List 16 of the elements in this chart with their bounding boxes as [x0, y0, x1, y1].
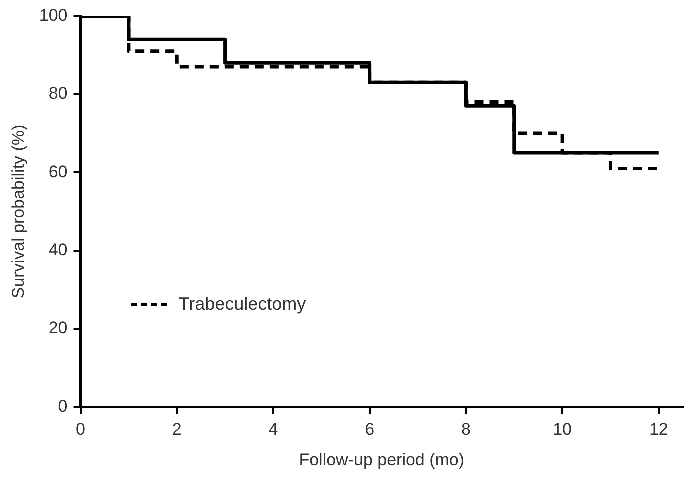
x-tick-label: 6	[365, 420, 375, 440]
x-tick-label: 8	[461, 420, 471, 440]
x-axis-title: Follow-up period (mo)	[299, 450, 465, 470]
legend-label: Trabeculectomy	[178, 294, 306, 315]
y-tick-label: 100	[39, 6, 68, 25]
x-tick-label: 0	[76, 420, 86, 440]
y-axis-title: Survival probability (%)	[8, 124, 28, 299]
y-tick-label: 20	[48, 318, 68, 338]
x-tick-label: 10	[553, 420, 572, 440]
y-tick-label: 40	[48, 240, 68, 260]
y-tick-label: 0	[58, 396, 68, 416]
x-tick-label: 12	[649, 420, 668, 440]
y-tick-label: 80	[48, 84, 68, 104]
x-tick-label: 2	[172, 420, 182, 440]
y-tick-label: 60	[48, 162, 68, 182]
x-tick-label: 4	[268, 420, 278, 440]
